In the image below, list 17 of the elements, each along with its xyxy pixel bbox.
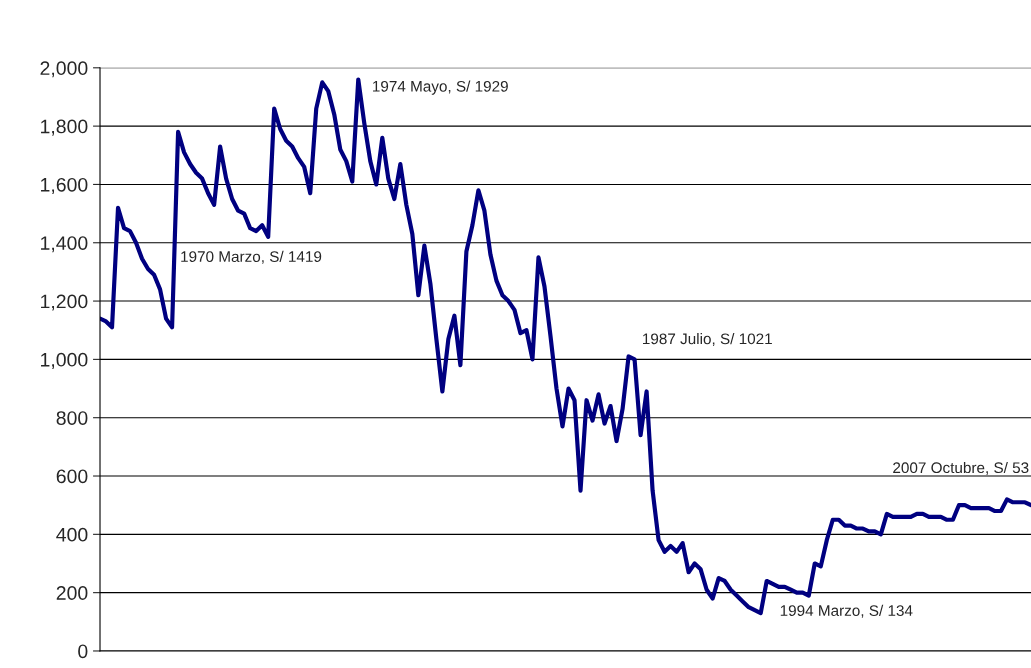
y-tick-label: 1,000 xyxy=(41,352,88,369)
annotation: 1974 Mayo, S/ 1929 xyxy=(373,80,508,95)
annotation: 1987 Julio, S/ 1021 xyxy=(643,333,772,347)
y-tick-label: 1,600 xyxy=(41,177,88,194)
annotation: 1970 Marzo, S/ 1419 xyxy=(181,250,322,264)
annotation: 1994 Marzo, S/ 134 xyxy=(780,604,913,618)
y-tick-label: 1,200 xyxy=(41,294,88,311)
line-series xyxy=(100,77,1031,616)
y-tick-label: 1,800 xyxy=(41,119,88,136)
y-tick-label: 800 xyxy=(56,411,88,425)
y-tick-label: 400 xyxy=(56,527,88,542)
y-tick-label: 1,400 xyxy=(41,236,88,253)
annotation: 2007 Octubre, S/ 53 xyxy=(893,461,1029,475)
y-tick-label: 0 xyxy=(78,644,88,659)
y-tick-label: 2,000 xyxy=(40,61,88,78)
y-tick-label: 200 xyxy=(56,586,88,600)
y-tick-label: 600 xyxy=(56,469,88,484)
